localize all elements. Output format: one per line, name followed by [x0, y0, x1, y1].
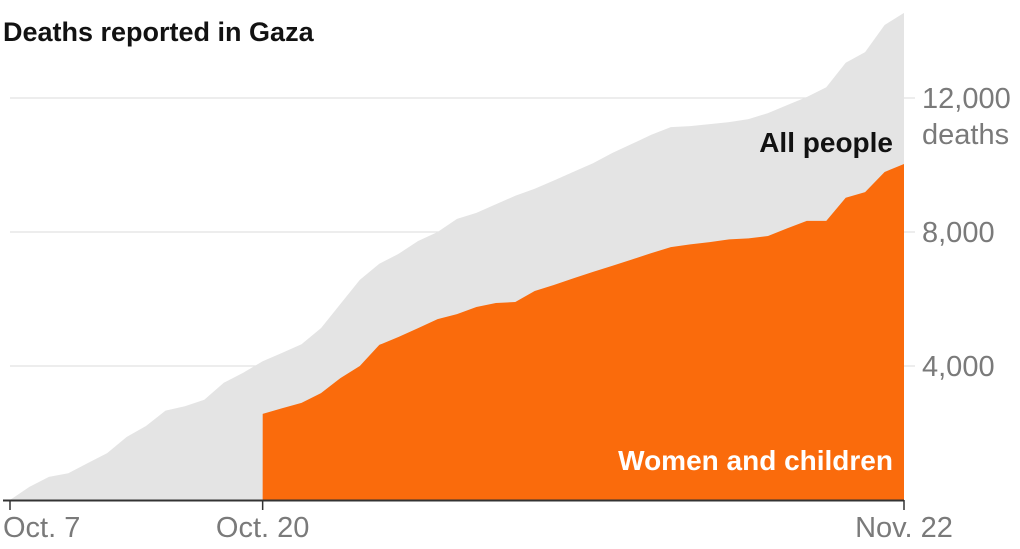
y-tick-label: 4,000 [922, 351, 995, 383]
areas [10, 12, 904, 501]
y-unit-label: deaths [922, 119, 1009, 151]
x-tick-label: Oct. 20 [216, 512, 310, 544]
chart-title: Deaths reported in Gaza [3, 17, 315, 47]
x-tick-label: Nov. 22 [855, 512, 953, 544]
y-tick-label: 12,000 [922, 83, 1011, 115]
x-axis: Oct. 7 Oct. 20 Nov. 22 [3, 499, 953, 544]
y-tick-label: 8,000 [922, 217, 995, 249]
series-label-women-children: Women and children [618, 445, 893, 476]
area-women-and-children [262, 164, 904, 500]
x-tick-label: Oct. 7 [3, 512, 80, 544]
series-label-all-people: All people [759, 127, 893, 158]
